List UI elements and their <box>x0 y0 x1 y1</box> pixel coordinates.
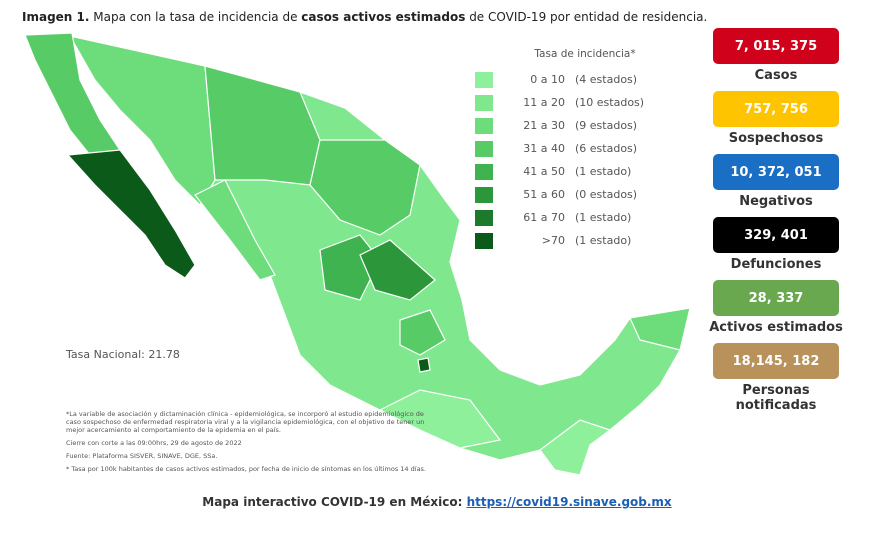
stat-value: 7, 015, 375 <box>713 28 839 64</box>
legend-items: 0 a 10 (4 estados) 11 a 20 (10 estados) 21 a… <box>475 68 675 252</box>
stat-label: Casos <box>754 68 798 83</box>
stat-value: 329, 401 <box>713 217 839 253</box>
footer-link[interactable]: https://covid19.sinave.gob.mx <box>466 495 672 509</box>
legend-range: 21 a 30 <box>523 119 565 132</box>
legend-count: (1 estado) <box>575 234 632 247</box>
legend-item: 0 a 10 (4 estados) <box>475 68 675 91</box>
legend-count: (4 estados) <box>575 73 638 86</box>
legend-count: (9 estados) <box>575 119 638 132</box>
stat-label: Negativos <box>739 194 813 209</box>
stat-value: 757, 756 <box>713 91 839 127</box>
footer-text: Mapa interactivo COVID-19 en México: <box>202 495 463 509</box>
footer: Mapa interactivo COVID-19 en México: htt… <box>0 495 874 509</box>
legend-range: 31 a 40 <box>523 142 565 155</box>
title-part: Mapa con la tasa de incidencia de <box>89 10 302 24</box>
legend-item: 11 a 20 (10 estados) <box>475 91 675 114</box>
stat-value: 10, 372, 051 <box>713 154 839 190</box>
stat-label: Defunciones <box>730 257 822 272</box>
legend-item: 31 a 40 (6 estados) <box>475 137 675 160</box>
legend-item: 21 a 30 (9 estados) <box>475 114 675 137</box>
legend-range: 61 a 70 <box>523 211 565 224</box>
stats: 7, 015, 375 Casos 757, 756 Sospechosos 10, 3… <box>706 28 846 421</box>
legend: Tasa de incidencia* 0 a 10 (4 estados) 11 … <box>475 48 675 252</box>
state <box>539 419 612 476</box>
legend-swatch <box>475 186 493 203</box>
state <box>359 239 436 301</box>
legend-count: (0 estados) <box>575 188 638 201</box>
title-part: Imagen 1. <box>22 10 90 24</box>
legend-swatch <box>475 71 493 88</box>
legend-item: 41 a 50 (1 estado) <box>475 160 675 183</box>
legend-range: 41 a 50 <box>523 165 565 178</box>
notes: *La variable de asociación y dictaminaci… <box>66 410 426 478</box>
note: Cierre con corte a las 09:00hrs, 29 de a… <box>66 439 242 447</box>
states <box>24 32 691 476</box>
legend-title: Tasa de incidencia* <box>534 48 636 60</box>
legend-count: (1 estado) <box>575 165 632 178</box>
stat-label: Sospechosos <box>728 131 824 146</box>
legend-item: 61 a 70 (1 estado) <box>475 206 675 229</box>
legend-item: 51 a 60 (0 estados) <box>475 183 675 206</box>
baja-sur <box>66 149 196 279</box>
title: Imagen 1. Mapa con la tasa de incidencia… <box>22 10 707 24</box>
legend-range: 51 a 60 <box>523 188 565 201</box>
legend-range: >70 <box>541 234 565 247</box>
stat-label: Personas notificadas <box>735 383 817 413</box>
legend-count: (10 estados) <box>575 96 645 109</box>
state <box>204 65 321 186</box>
legend-swatch <box>475 163 493 180</box>
legend-item: >70 (1 estado) <box>475 229 675 252</box>
legend-count: (6 estados) <box>575 142 638 155</box>
legend-range: 11 a 20 <box>523 96 565 109</box>
stat-label: Activos estimados <box>709 320 843 335</box>
national-rate: Tasa Nacional: 21.78 <box>66 348 180 361</box>
state <box>378 389 502 449</box>
legend-swatch <box>475 117 493 134</box>
state <box>417 357 431 373</box>
legend-range: 0 a 10 <box>530 73 565 86</box>
title-part: de COVID-19 por entidad de residencia. <box>465 10 708 24</box>
state <box>629 307 691 351</box>
state <box>194 179 276 281</box>
title-part: casos activos estimados <box>301 10 466 24</box>
legend-count: (1 estado) <box>575 211 632 224</box>
legend-swatch <box>475 232 493 249</box>
state <box>309 139 421 236</box>
state <box>399 309 446 356</box>
stat-value: 18,145, 182 <box>713 343 839 379</box>
note: Fuente: Plataforma SISVER, SINAVE, DGE, … <box>66 452 218 460</box>
legend-swatch <box>475 209 493 226</box>
stat-value: 28, 337 <box>713 280 839 316</box>
state <box>319 234 381 301</box>
legend-swatch <box>475 94 493 111</box>
note: *La variable de asociación y dictaminaci… <box>66 410 425 434</box>
note: * Tasa por 100k habitantes de casos acti… <box>66 465 427 473</box>
legend-swatch <box>475 140 493 157</box>
